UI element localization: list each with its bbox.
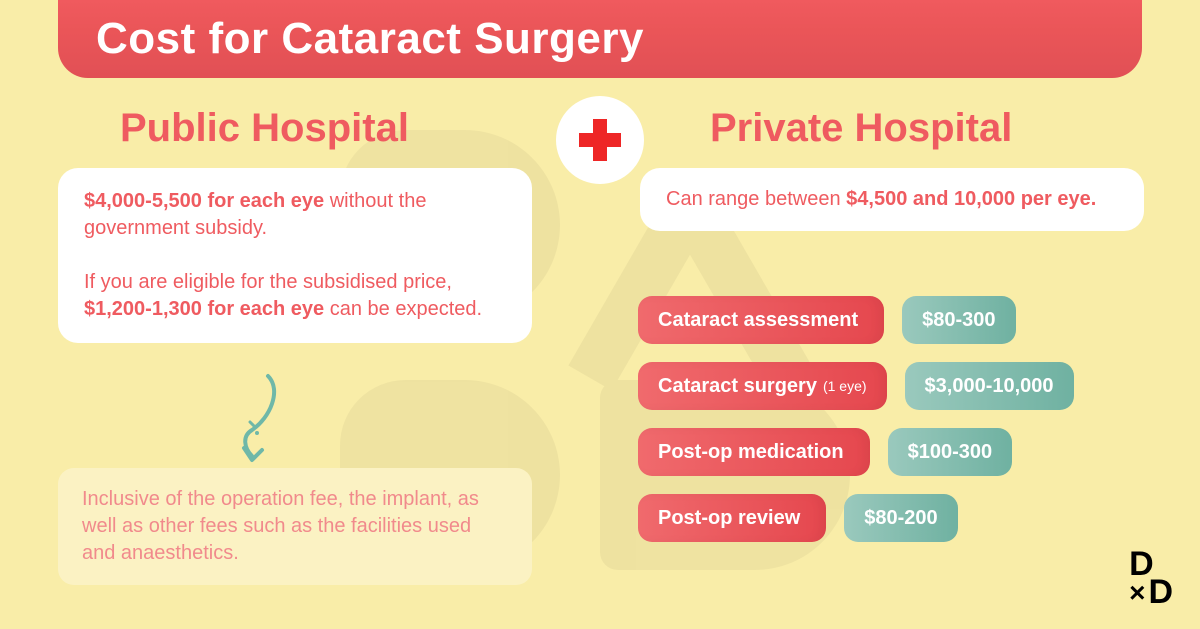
price-row-sublabel: (1 eye) [823,378,867,394]
medical-cross-badge [556,96,644,184]
plus-cross-icon [579,119,621,161]
price-row: Cataract assessment $80-300 [638,296,1158,344]
title-bar: Cost for Cataract Surgery [58,0,1142,78]
heading-private: Private Hospital [710,106,1012,151]
price-row-value: $100-300 [888,428,1013,476]
public-cost-line2: If you are eligible for the subsidised p… [84,269,506,323]
price-row: Post-op medication $100-300 [638,428,1158,476]
public-cost-line2-pre: If you are eligible for the subsidised p… [84,271,452,293]
brand-logo: D ×D [1129,551,1174,607]
public-cost-card: $4,000-5,500 for each eye without the go… [58,168,532,343]
public-cost-note: Inclusive of the operation fee, the impl… [58,468,532,585]
price-row-label-text: Post-op medication [658,441,844,464]
public-cost-line2-post: can be expected. [324,298,482,320]
arrow-down-icon [230,370,290,470]
private-price-breakdown: Cataract assessment $80-300 Cataract sur… [638,296,1158,542]
logo-d2: D [1148,573,1174,611]
private-cost-range: $4,500 and 10,000 per eye. [846,188,1096,210]
price-row-label-text: Cataract assessment [658,309,858,332]
price-row: Cataract surgery (1 eye) $3,000-10,000 [638,362,1158,410]
price-row-label: Cataract assessment [638,296,884,344]
private-cost-line: Can range between $4,500 and 10,000 per … [666,186,1118,213]
public-cost-range-unsubsidised: $4,000-5,500 for each eye [84,190,324,212]
private-cost-card: Can range between $4,500 and 10,000 per … [640,168,1144,231]
heading-public: Public Hospital [120,106,409,151]
public-cost-range-subsidised: $1,200-1,300 for each eye [84,298,324,320]
price-row-label-text: Cataract surgery [658,375,817,398]
price-row-value: $80-200 [844,494,957,542]
price-row-label-text: Post-op review [658,507,800,530]
price-row-value: $3,000-10,000 [905,362,1074,410]
price-row-label: Cataract surgery (1 eye) [638,362,887,410]
logo-x: × [1129,582,1146,605]
page-title: Cost for Cataract Surgery [96,14,644,64]
price-row: Post-op review $80-200 [638,494,1158,542]
private-cost-pre: Can range between [666,188,846,210]
price-row-value: $80-300 [902,296,1015,344]
public-cost-line1: $4,000-5,500 for each eye without the go… [84,188,506,242]
price-row-label: Post-op review [638,494,826,542]
logo-line2: ×D [1129,579,1174,607]
price-row-label: Post-op medication [638,428,870,476]
